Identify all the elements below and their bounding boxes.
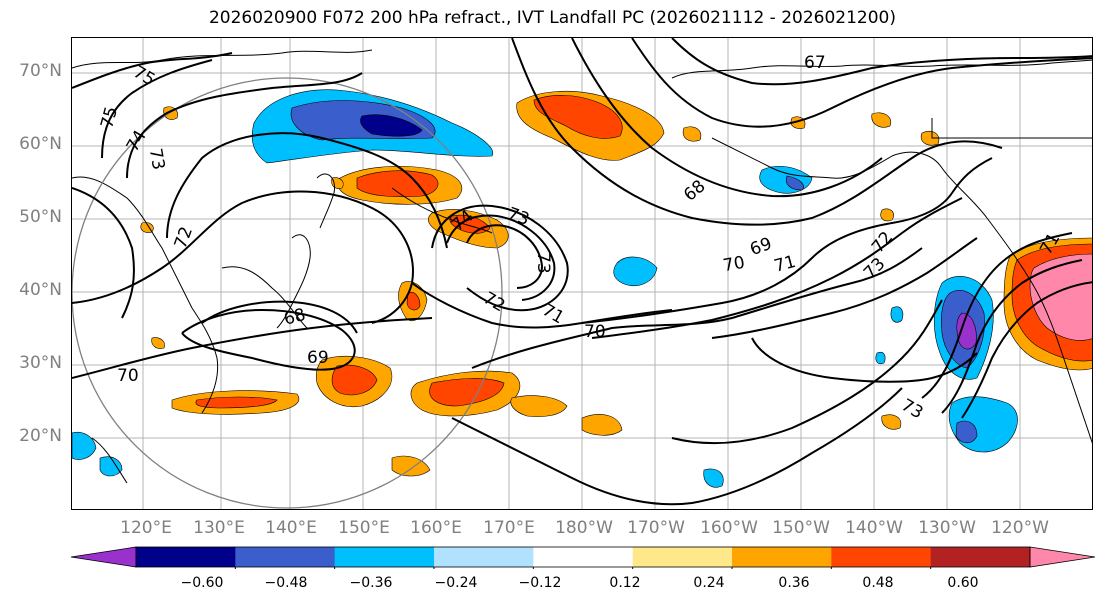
- colorbar-tick-label: −0.48: [264, 575, 308, 591]
- contour-label: 70: [117, 366, 139, 386]
- colorbar-tick-label: −0.36: [349, 575, 393, 591]
- lon-label: 130°W: [918, 518, 976, 538]
- lon-label: 180°W: [555, 518, 613, 538]
- colorbar-tick-label: 0.48: [862, 575, 894, 591]
- colorbar-tick-label: −0.60: [180, 575, 224, 591]
- lat-label: 30°N: [19, 353, 62, 373]
- colorbar-tick-label: −0.24: [434, 575, 478, 591]
- contour-label: 72: [868, 228, 897, 257]
- contour-label: 68: [680, 176, 709, 205]
- colorbar-segment: [434, 547, 534, 567]
- lon-label: 140°E: [265, 518, 317, 538]
- colorbar-frame: [135, 546, 1031, 568]
- lon-label: 160°E: [410, 518, 462, 538]
- lat-label: 60°N: [19, 134, 62, 154]
- colorbar-extend-high: [1029, 546, 1096, 568]
- shading-negative: [72, 89, 1018, 488]
- map-title: 2026020900 F072 200 hPa refract., IVT La…: [208, 8, 896, 28]
- lon-label: 170°E: [483, 518, 535, 538]
- contour-label: 71: [539, 300, 568, 328]
- colorbar-segment: [930, 547, 1031, 567]
- lon-label: 150°E: [338, 518, 390, 538]
- contour-label: 73: [145, 147, 168, 172]
- colorbar-segment: [632, 547, 733, 567]
- colorbar-segment: [334, 547, 435, 567]
- contour-label: 69: [747, 234, 774, 260]
- range-ring: [72, 77, 503, 509]
- contour-label: 75: [97, 104, 122, 130]
- colorbar-segment: [136, 547, 236, 567]
- lon-label: 160°W: [700, 518, 758, 538]
- map-canvas: 75 75 74 73 72 70 69 68 74 73 73 72 71 7…: [72, 38, 1092, 509]
- colorbar-tick-label: 0.60: [947, 575, 979, 591]
- contours: [72, 38, 1092, 506]
- contour-label: 72: [171, 224, 197, 251]
- lon-label: 130°E: [193, 518, 245, 538]
- contour-label: 68: [282, 305, 308, 330]
- map-panel: 75 75 74 73 72 70 69 68 74 73 73 72 71 7…: [71, 37, 1093, 510]
- contour-label: 70: [584, 322, 606, 342]
- contour-label: 67: [804, 53, 826, 73]
- colorbar-tick-label: 0.24: [693, 575, 725, 591]
- lat-label: 70°N: [19, 61, 62, 81]
- contour-label: 70: [722, 253, 747, 276]
- colorbar-segments: [70, 546, 1096, 568]
- contour-label: 73: [533, 252, 553, 274]
- colorbar-segment: [235, 547, 336, 567]
- lat-label: 40°N: [19, 280, 62, 300]
- colorbar-segment: [831, 547, 932, 567]
- lat-label: 50°N: [19, 207, 62, 227]
- colorbar-segment: [533, 547, 634, 567]
- contour-label: 73: [898, 395, 927, 423]
- colorbar: [70, 546, 1096, 569]
- colorbar-extend-low: [70, 546, 137, 568]
- contour-label: 69: [307, 348, 329, 368]
- lat-label: 20°N: [19, 426, 62, 446]
- colorbar-segment: [732, 547, 832, 567]
- colorbar-tick-label: −0.12: [518, 575, 562, 591]
- lon-label: 120°E: [120, 518, 172, 538]
- lon-label: 150°W: [772, 518, 830, 538]
- colorbar-tick-label: 0.36: [778, 575, 810, 591]
- colorbar-tick-label: 0.12: [609, 575, 641, 591]
- lon-label: 170°W: [627, 518, 685, 538]
- lon-label: 120°W: [991, 518, 1049, 538]
- shading-positive: [140, 90, 1092, 477]
- lon-label: 140°W: [845, 518, 903, 538]
